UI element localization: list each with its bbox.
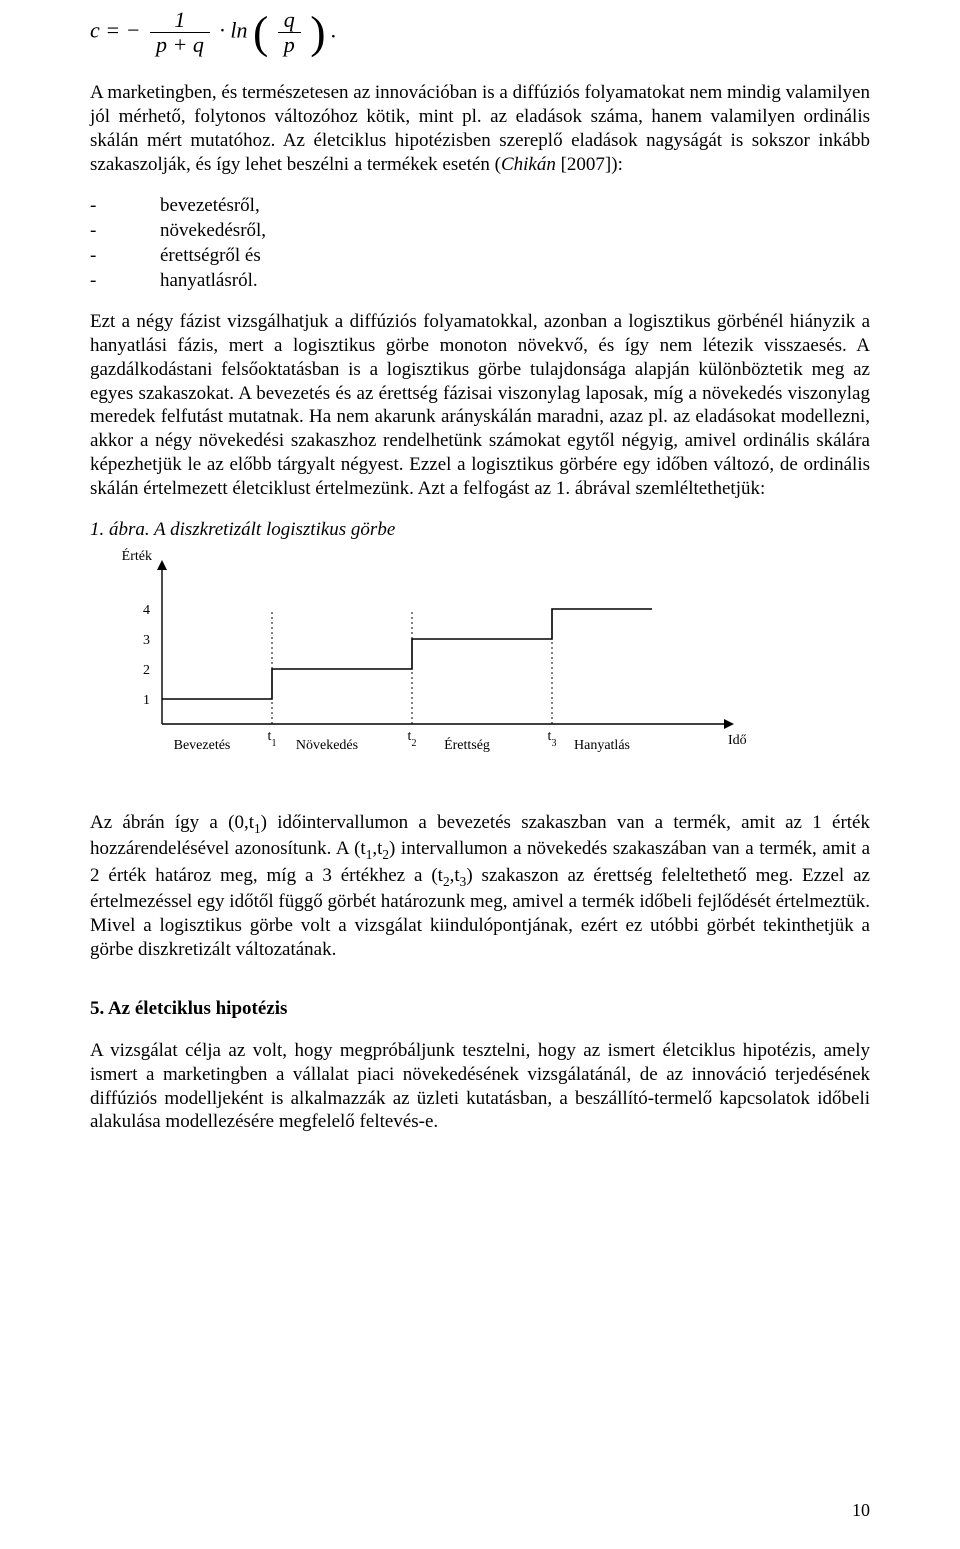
- dash-icon: -: [90, 219, 160, 243]
- list-item-label: bevezetésről,: [160, 194, 260, 218]
- dash-icon: -: [90, 194, 160, 218]
- list-item: -hanyatlásról.: [90, 269, 870, 293]
- dash-icon: -: [90, 244, 160, 268]
- paragraph-main: Ezt a négy fázist vizsgálhatjuk a diffúz…: [90, 310, 870, 500]
- rparen-icon: ): [310, 7, 325, 58]
- formula-frac1-den: p + q: [150, 33, 210, 57]
- formula-eq: = −: [105, 18, 140, 43]
- svg-text:Idő: Idő: [728, 733, 747, 748]
- svg-text:t1: t1: [268, 729, 277, 749]
- svg-text:Bevezetés: Bevezetés: [174, 738, 231, 753]
- formula: c = − 1 p + q · ln ( q p ) .: [90, 8, 870, 57]
- svg-text:2: 2: [143, 663, 150, 678]
- phase-list: -bevezetésről, -növekedésről, -érettségr…: [90, 194, 870, 292]
- para4-text: A vizsgálat célja az volt, hogy megpróbá…: [90, 1040, 870, 1132]
- formula-frac2-num: q: [278, 8, 301, 33]
- formula-frac2: q p: [278, 8, 301, 57]
- lparen-icon: (: [253, 7, 268, 58]
- formula-frac2-den: p: [278, 33, 301, 57]
- step-chart: 4 3 2 1 Érték Idő t1 t2 t3 Bevezetés Növekedés Éret…: [112, 544, 870, 791]
- svg-text:1: 1: [143, 693, 150, 708]
- figure-caption: 1. ábra. A diszkretizált logisztikus gör…: [90, 518, 870, 542]
- para1-text: A marketingben, és természetesen az inno…: [90, 82, 870, 174]
- chart-svg: 4 3 2 1 Érték Idő t1 t2 t3 Bevezetés Növekedés Éret…: [112, 544, 752, 784]
- paragraph-intro: A marketingben, és természetesen az inno…: [90, 81, 870, 176]
- list-item-label: növekedésről,: [160, 219, 266, 243]
- para2-text: Ezt a négy fázist vizsgálhatjuk a diffúz…: [90, 311, 870, 498]
- formula-mid: · ln: [219, 18, 247, 43]
- page-number: 10: [852, 1499, 870, 1522]
- p3-s4: 2: [443, 873, 450, 888]
- formula-frac1: 1 p + q: [150, 8, 210, 57]
- paragraph-hypothesis: A vizsgálat célja az volt, hogy megpróbá…: [90, 1039, 870, 1134]
- dash-icon: -: [90, 269, 160, 293]
- svg-text:4: 4: [143, 603, 150, 618]
- list-item: -növekedésről,: [90, 219, 870, 243]
- paragraph-after-figure: Az ábrán így a (0,t1) időintervallumon a…: [90, 811, 870, 961]
- p3-c: ,t: [372, 838, 382, 859]
- para1-ref: Chikán: [501, 154, 556, 175]
- list-item: -bevezetésről,: [90, 194, 870, 218]
- svg-text:Érettség: Érettség: [444, 736, 490, 753]
- page: c = − 1 p + q · ln ( q p ) . A marketing…: [0, 8, 960, 1549]
- svg-text:t2: t2: [408, 729, 417, 749]
- p3-e: ,t: [450, 865, 460, 886]
- svg-text:3: 3: [143, 633, 150, 648]
- para1-after: [2007]):: [556, 154, 623, 175]
- section-heading: 5. Az életciklus hipotézis: [90, 997, 870, 1021]
- svg-text:Érték: Érték: [122, 547, 152, 564]
- svg-text:t3: t3: [548, 729, 557, 749]
- list-item: -érettségről és: [90, 244, 870, 268]
- list-item-label: hanyatlásról.: [160, 269, 258, 293]
- formula-tail: .: [331, 18, 337, 43]
- p3-s1: 1: [254, 821, 261, 836]
- p3-a: Az ábrán így a (0,t: [90, 812, 254, 833]
- list-item-label: érettségről és: [160, 244, 261, 268]
- formula-lhs: c: [90, 18, 100, 43]
- formula-frac1-num: 1: [150, 8, 210, 33]
- svg-text:Növekedés: Növekedés: [296, 738, 358, 753]
- svg-text:Hanyatlás: Hanyatlás: [574, 738, 630, 753]
